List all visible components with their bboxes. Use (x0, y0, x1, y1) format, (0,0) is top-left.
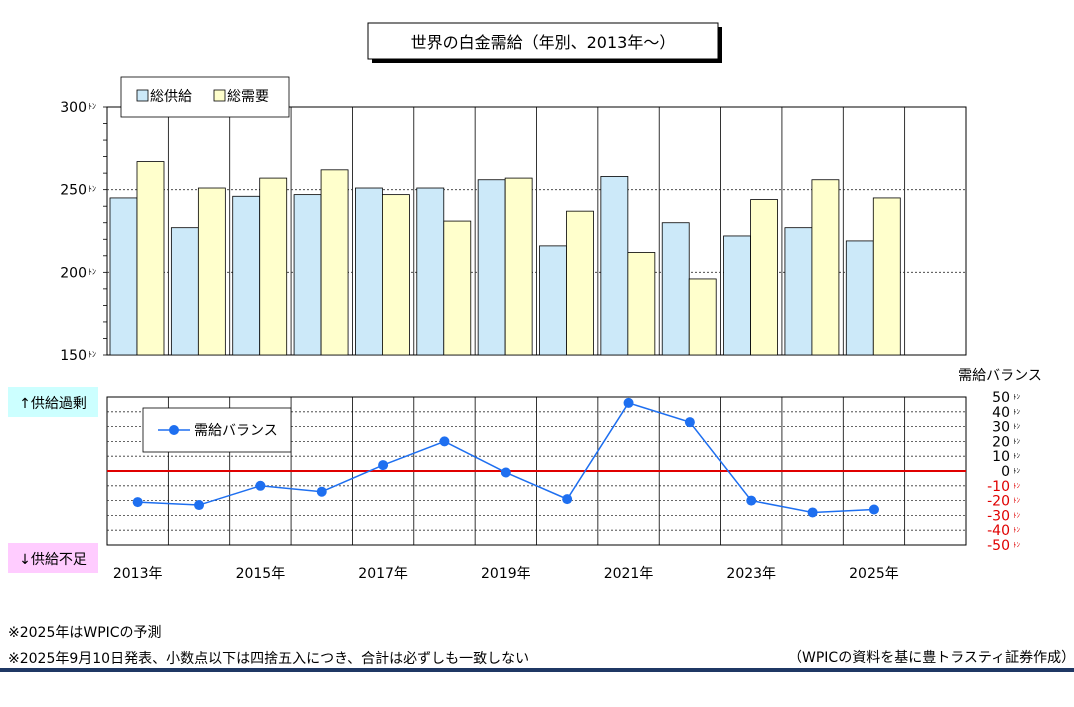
balance-point (132, 497, 143, 508)
balance-point (623, 397, 634, 408)
demand-bar (750, 199, 778, 356)
source-note: （WPICの資料を基に豊トラスティ証券作成） (788, 650, 1074, 666)
bar-y-unit: ﾄﾝ (88, 267, 96, 276)
balance-y-unit: ﾄﾝ (1013, 467, 1021, 475)
demand-bar (320, 169, 349, 356)
x-axis-year-label: 2015年 (236, 566, 286, 582)
demand-bar (688, 278, 717, 356)
bar-legend-box (120, 76, 290, 118)
balance-point (255, 480, 266, 491)
surplus-label: ↑供給過剰 (19, 396, 87, 412)
balance-y-unit: ﾄﾝ (1013, 482, 1021, 490)
supply-bar (845, 240, 874, 356)
balance-y-unit: ﾄﾝ (1013, 408, 1021, 416)
supply-bar (293, 194, 322, 356)
bar-y-tick-label: 250 (60, 183, 87, 199)
deficit-label: ↓供給不足 (19, 552, 87, 568)
balance-point (316, 486, 327, 497)
x-axis-year-label: 2017年 (358, 566, 408, 582)
forecast-note: ※2025年はWPICの予測 (8, 625, 162, 641)
supply-bar (784, 227, 813, 356)
balance-y-tick-label: 30 (992, 420, 1010, 436)
supply-bar (170, 227, 199, 356)
balance-y-unit: ﾄﾝ (1013, 393, 1021, 401)
balance-point (378, 460, 389, 471)
chart-title: 世界の白金需給（年別、2013年〜） (411, 33, 676, 52)
balance-point (807, 507, 818, 518)
balance-y-unit: ﾄﾝ (1013, 526, 1021, 534)
balance-point (746, 495, 757, 506)
balance-y-tick-label: 0 (1001, 464, 1010, 480)
balance-axis-title: 需給バランス (958, 368, 1042, 384)
demand-bar (566, 210, 594, 356)
balance-point (194, 500, 205, 511)
bar-y-tick-label: 200 (60, 265, 87, 281)
supply-bar (661, 222, 690, 356)
deficit-label-bg (8, 543, 98, 573)
supply-bar (600, 176, 629, 356)
balance-legend-label: 需給バランス (194, 423, 278, 439)
bar-y-unit: ﾄﾝ (88, 350, 96, 359)
balance-y-unit: ﾄﾝ (1013, 541, 1021, 549)
x-axis-year-label: 2013年 (113, 566, 163, 582)
x-axis-year-label: 2019年 (481, 566, 531, 582)
surplus-label-bg (8, 387, 98, 417)
balance-legend: 需給バランス (142, 407, 292, 453)
supply-bar (539, 245, 567, 356)
balance-y-tick-label: 40 (992, 405, 1010, 421)
demand-legend-swatch (213, 89, 226, 102)
balance-legend-marker (169, 425, 179, 435)
demand-bar (504, 177, 533, 356)
title-frame (367, 22, 719, 60)
balance-y-tick-label: -20 (987, 494, 1010, 510)
balance-y-unit: ﾄﾝ (1013, 452, 1021, 460)
release-note: ※2025年9月10日発表、小数点以下は四捨五入につき、合計は必ずしも一致しない (8, 651, 530, 667)
balance-point (868, 504, 879, 515)
balance-point (562, 494, 573, 505)
x-axis-year-label: 2025年 (849, 566, 899, 582)
balance-y-unit: ﾄﾝ (1013, 437, 1021, 445)
balance-y-tick-label: -30 (987, 508, 1010, 524)
balance-y-tick-label: 50 (992, 390, 1010, 406)
x-axis-year-label: 2023年 (726, 566, 776, 582)
balance-point (684, 417, 695, 428)
chart-title-box: 世界の白金需給（年別、2013年〜） (367, 22, 722, 63)
x-axis-year-label: 2021年 (604, 566, 654, 582)
balance-y-tick-label: 10 (992, 449, 1010, 465)
supply-legend-label: 総供給 (150, 89, 192, 105)
supply-bar (416, 187, 445, 356)
demand-bar (443, 220, 472, 356)
demand-bar (259, 177, 288, 356)
supply-bar (723, 235, 751, 356)
balance-y-unit: ﾄﾝ (1013, 423, 1021, 431)
balance-y-tick-label: -10 (987, 479, 1010, 495)
supply-bar (109, 197, 138, 356)
balance-point (500, 467, 511, 478)
demand-bar (627, 252, 656, 356)
balance-y-unit: ﾄﾝ (1013, 497, 1021, 505)
demand-bar (382, 194, 410, 356)
supply-bar (355, 187, 383, 356)
balance-point (439, 436, 450, 447)
balance-y-tick-label: 20 (992, 434, 1010, 450)
footer-rule (0, 668, 1074, 672)
bar-y-unit: ﾄﾝ (88, 185, 96, 194)
demand-bar (872, 197, 901, 356)
bar-y-tick-label: 150 (60, 348, 87, 364)
balance-y-unit: ﾄﾝ (1013, 511, 1021, 519)
bar-y-unit: ﾄﾝ (88, 102, 96, 111)
demand-bar (136, 161, 165, 356)
balance-y-tick-label: -50 (987, 538, 1010, 554)
demand-bar (197, 187, 226, 356)
balance-y-tick-label: -40 (987, 523, 1010, 539)
bar-legend: 総供給 総需要 (120, 76, 290, 118)
supply-bar (477, 179, 506, 356)
bar-y-tick-label: 300 (60, 100, 87, 116)
supply-legend-swatch (136, 89, 149, 102)
demand-bar (811, 179, 840, 356)
supply-bar (232, 195, 261, 356)
demand-legend-label: 総需要 (227, 89, 269, 105)
